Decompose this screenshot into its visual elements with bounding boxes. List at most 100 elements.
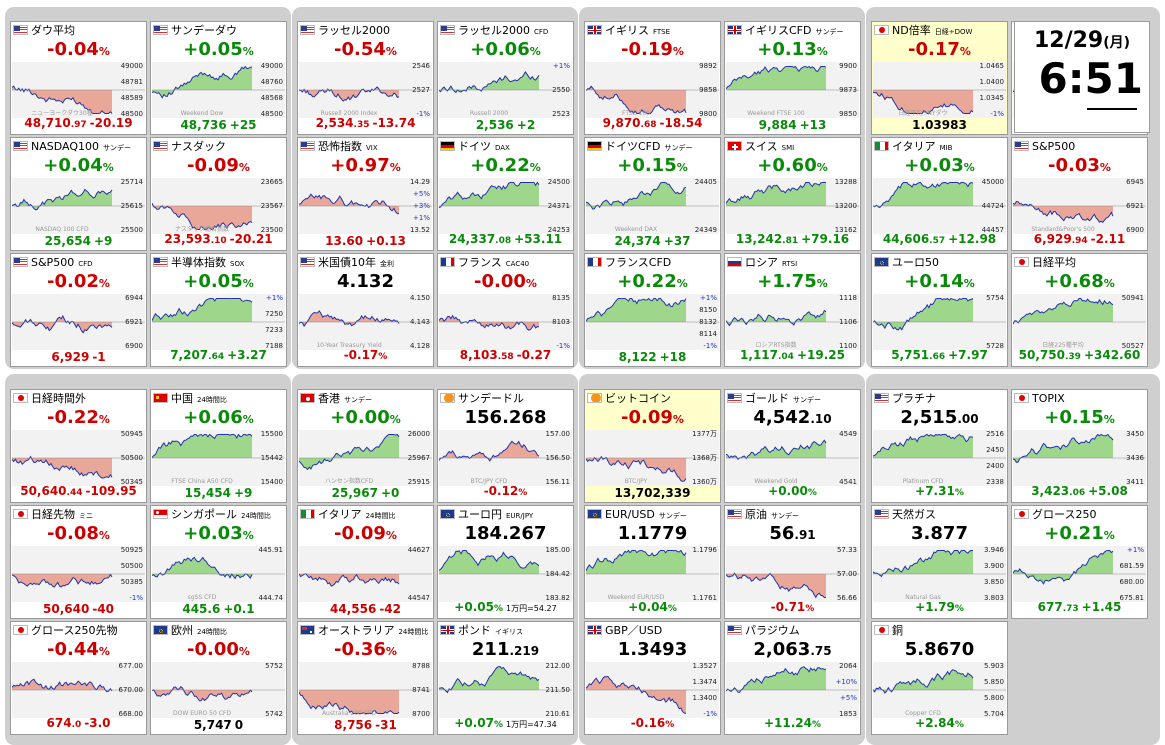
chart-line bbox=[1013, 200, 1114, 223]
axis-label: 44627 bbox=[408, 546, 430, 554]
main-unit: % bbox=[389, 413, 401, 426]
chart-watermark: Russell 2000 Index bbox=[321, 110, 378, 117]
tile-cac_cfd[interactable]: フランスCFD +0.22% +1% 8150 8132 8114 -1% 8,122 +18 bbox=[584, 253, 721, 367]
tile-gbpusd[interactable]: GBP／USD 1.3493 1.3527 1.3474 1.3400 -1% -0.16% bbox=[584, 621, 721, 735]
tile-europe[interactable]: 欧州 24時間比 -0.00% DOW EURO 50 CFD 5752 5742 5,74… bbox=[150, 621, 287, 735]
tile-subtitle: サンデー bbox=[664, 144, 693, 152]
tile-copper[interactable]: 銅 5.8670 Copper CFD 5.903 5.850 5.800 5.704 +2.… bbox=[871, 621, 1008, 735]
tile-gold[interactable]: ゴールド サンデー 4,542.10 Weekend Gold 4549 4541 +0.0… bbox=[724, 389, 861, 503]
tile-sox[interactable]: 半導体指数 SOX +0.05% +1% 7250 7233 7188 7,207.64 +3.… bbox=[150, 253, 287, 367]
tile-main-value: -0.00% bbox=[151, 638, 286, 664]
tile-hk[interactable]: 香港 サンデー +0.00% ハンセン指数CFD 26000 25967 25915 25,9… bbox=[297, 389, 434, 503]
tile-header: S&P500 CFD bbox=[13, 255, 144, 270]
axis-label: 3450 bbox=[1126, 430, 1144, 438]
tile-footer: 1.03983 bbox=[872, 118, 1007, 133]
tile-russell[interactable]: ラッセル2000 -0.54% Russell 2000 Index 2546 2527… bbox=[297, 21, 434, 135]
tile-sp500[interactable]: S&P500 -0.03% Standard&Poor's 500 6945 6921 6… bbox=[1011, 137, 1148, 251]
chart-watermark: Weekend Dow bbox=[181, 110, 224, 117]
tile-ftse[interactable]: イギリス FTSE -0.19% FTSE 100 9892 9858 9800 9,870.… bbox=[584, 21, 721, 135]
tile-natgas[interactable]: 天然ガス 3.877 Natural Gas 3.946 3.900 3.850 3.803… bbox=[871, 505, 1008, 619]
axis-label: 1.0465 bbox=[980, 62, 1005, 70]
tile-growth250[interactable]: グロース250 +0.21% +1% 681.59 680.00 675.81 677.73… bbox=[1011, 505, 1148, 619]
tile-oil[interactable]: 原油 サンデー 56.91 57.33 57.00 56.66 -0.71% bbox=[724, 505, 861, 619]
mini-chart: 14.29 +5% +3% +1% 13.52 bbox=[299, 178, 432, 234]
tile-sp500_cfd[interactable]: S&P500 CFD -0.02% 6944 6921 6900 6,929 -1 bbox=[10, 253, 147, 367]
tile-usdjpy_sun[interactable]: サンデードル 156.268 BTC/JPY CFD 157.00 156.50 156.… bbox=[437, 389, 574, 503]
footer-decimal: % bbox=[493, 604, 503, 614]
tile-dow[interactable]: ダウ平均 -0.04% ニューヨークダウ30種 49000 48781 48589 4850… bbox=[10, 21, 147, 135]
tile-nikkei_ext[interactable]: 日経時間外 -0.22% 50945 50500 50345 50,640.44 -109.… bbox=[10, 389, 147, 503]
tile-name: ダウ平均 bbox=[31, 24, 75, 37]
footer-change: -20.19 bbox=[89, 116, 133, 130]
tile-palladium[interactable]: パラジウム 2,063.75 2064 +10% +5% 1853 +11.24% bbox=[724, 621, 861, 735]
footer-change: +342.60 bbox=[1083, 348, 1141, 362]
tile-eurjpy[interactable]: ユーロ円 EUR/JPY 184.267 185.00 184.42 183.82 +0.0… bbox=[437, 505, 574, 619]
tile-nikkei[interactable]: 日経平均 +0.68% 日経225種平均 50941 50527 50,750.39 +34… bbox=[1011, 253, 1148, 367]
tile-topix[interactable]: TOPIX +0.15% 3450 3436 3411 3,423.06 +5.08 bbox=[1011, 389, 1148, 503]
tile-header: 米国債10年 金利 bbox=[300, 255, 431, 270]
chart-line bbox=[439, 181, 540, 209]
tile-name: GBP／USD bbox=[605, 624, 663, 637]
chart-line bbox=[299, 573, 400, 587]
tile-name: イタリア bbox=[892, 140, 936, 153]
axis-label: 48781 bbox=[121, 78, 143, 86]
tile-china[interactable]: 中国 24時間比 +0.06% FTSE China A50 CFD 15500 1544… bbox=[150, 389, 287, 503]
tile-italy[interactable]: イタリア 24時間比 -0.09% 44627 44547 44,556 -42 bbox=[297, 505, 434, 619]
tile-bitcoin[interactable]: ビットコイン -0.09% BTC/JPY 1377万 1368万 1360万 13,702… bbox=[584, 389, 721, 503]
tile-euro50[interactable]: ユーロ50 +0.14% 5754 5728 5,751.66 +7.97 bbox=[871, 253, 1008, 367]
eu-flag-icon bbox=[874, 257, 889, 267]
chart-line bbox=[726, 309, 827, 327]
tile-ftse_cfd[interactable]: イギリスCFD サンデー +0.13% Weekend FTSE 100 9900 987… bbox=[724, 21, 861, 135]
tile-singapore[interactable]: シンガポール 24時間比 +0.03% sgSS CFD 445.91 444.74 445… bbox=[150, 505, 287, 619]
main-number: +0.15 bbox=[1044, 407, 1104, 428]
axis-label: 8741 bbox=[412, 686, 430, 694]
tile-platinum[interactable]: プラチナ 2,515.00 Platinum CFD 2516 2450 2400 2338… bbox=[871, 389, 1008, 503]
tile-vix[interactable]: 恐怖指数 VIX +0.97% 14.29 +5% +3% +1% 13.52 13.60 +0.… bbox=[297, 137, 434, 251]
tile-name: ポンド bbox=[458, 624, 491, 637]
axis-label: 13.52 bbox=[410, 226, 430, 234]
tile-header: フランスCFD bbox=[587, 255, 718, 270]
au-flag-icon bbox=[300, 625, 315, 635]
fr-flag-icon bbox=[440, 257, 455, 267]
footer-change: +0.1 bbox=[223, 602, 255, 616]
axis-label: 23500 bbox=[261, 226, 283, 234]
tile-smi[interactable]: スイス SMI +0.60% 13288 13200 13162 13,242.81 +79.… bbox=[724, 137, 861, 251]
chart-area bbox=[586, 298, 686, 322]
tile-main-value: +1.75% bbox=[725, 270, 860, 296]
chart-area bbox=[439, 550, 539, 574]
axis-label: 183.82 bbox=[546, 594, 571, 602]
tile-mib[interactable]: イタリア MIB +0.03% 45000 44724 44457 44,606.57 +12… bbox=[871, 137, 1008, 251]
tile-nasdaq[interactable]: ナスダック -0.09% ナスダック総合指数 23665 23567 23500 23,59… bbox=[150, 137, 287, 251]
tile-dax[interactable]: ドイツ DAX +0.22% 24500 24371 24253 24,337.08 +53.… bbox=[437, 137, 574, 251]
tile-footer: 7,207.64 +3.27 bbox=[151, 348, 286, 365]
tile-nikkei_fut[interactable]: 日経先物 ミニ -0.08% 50925 50500 50385 -1% 50,640 -40 bbox=[10, 505, 147, 619]
tile-name: NASDAQ100 bbox=[31, 140, 99, 153]
tile-dax_cfd[interactable]: ドイツCFD サンデー +0.15% Weekend DAX 24405 24349 24,… bbox=[584, 137, 721, 251]
tile-eurusd[interactable]: EUR/USD サンデー 1.1779 Weekend EUR/USD 1.1796 1.… bbox=[584, 505, 721, 619]
tile-growth250_fut[interactable]: グロース250先物 -0.44% 677.00 670.00 668.00 674.0 -3… bbox=[10, 621, 147, 735]
tile-nd_ratio[interactable]: ND倍率 日経÷DOW -0.17% 日経平均÷NYダウ 1.0465 1.0400 1.0… bbox=[871, 21, 1008, 135]
tile-australia[interactable]: オーストラリア 24時間比 -0.36% Australia 200 CFD 8788 8… bbox=[297, 621, 434, 735]
axis-label: 23665 bbox=[261, 178, 283, 186]
tile-rtsi[interactable]: ロシア RTSI +1.75% ロシアRTS指数 1118 1106 1100 1,117.0… bbox=[724, 253, 861, 367]
chart-line bbox=[152, 556, 253, 580]
tile-russell_cfd[interactable]: ラッセル2000 CFD +0.06% Russell 2000 +1% 2550 2523… bbox=[437, 21, 574, 135]
clock-underline bbox=[1087, 108, 1137, 110]
us-flag-icon bbox=[13, 141, 28, 151]
mini-chart: 50945 50500 50345 bbox=[12, 430, 145, 486]
tile-cac40[interactable]: フランス CAC40 -0.00% 8135 8103 -1% 8,103.58 -0.27 bbox=[437, 253, 574, 367]
tile-main-value: +0.15% bbox=[1012, 406, 1147, 432]
main-number: -0.17 bbox=[908, 39, 960, 60]
us-flag-icon bbox=[727, 509, 742, 519]
chart-area bbox=[873, 550, 973, 577]
axis-label: 6921 bbox=[125, 318, 143, 326]
jp-flag-icon bbox=[1014, 393, 1029, 403]
tile-sunday_dow[interactable]: サンデーダウ +0.05% Weekend Dow 49000 48760 48568 48… bbox=[150, 21, 287, 135]
tile-ust10[interactable]: 米国債10年 金利 4.132 10-Year Treasury Yield 4.150… bbox=[297, 253, 434, 367]
tile-main-value: 4.132 bbox=[298, 270, 433, 294]
tile-gbpjpy[interactable]: ポンド イギリス 211.219 212.00 211.50 210.61 +0.07% 1万… bbox=[437, 621, 574, 735]
main-number: 184.267 bbox=[464, 523, 547, 544]
tile-nasdaq100_sun[interactable]: NASDAQ100 サンデー +0.04% NASDAQ 100 CFD 25714 25… bbox=[10, 137, 147, 251]
chart-area bbox=[1013, 434, 1113, 463]
chart-area bbox=[1013, 298, 1113, 325]
